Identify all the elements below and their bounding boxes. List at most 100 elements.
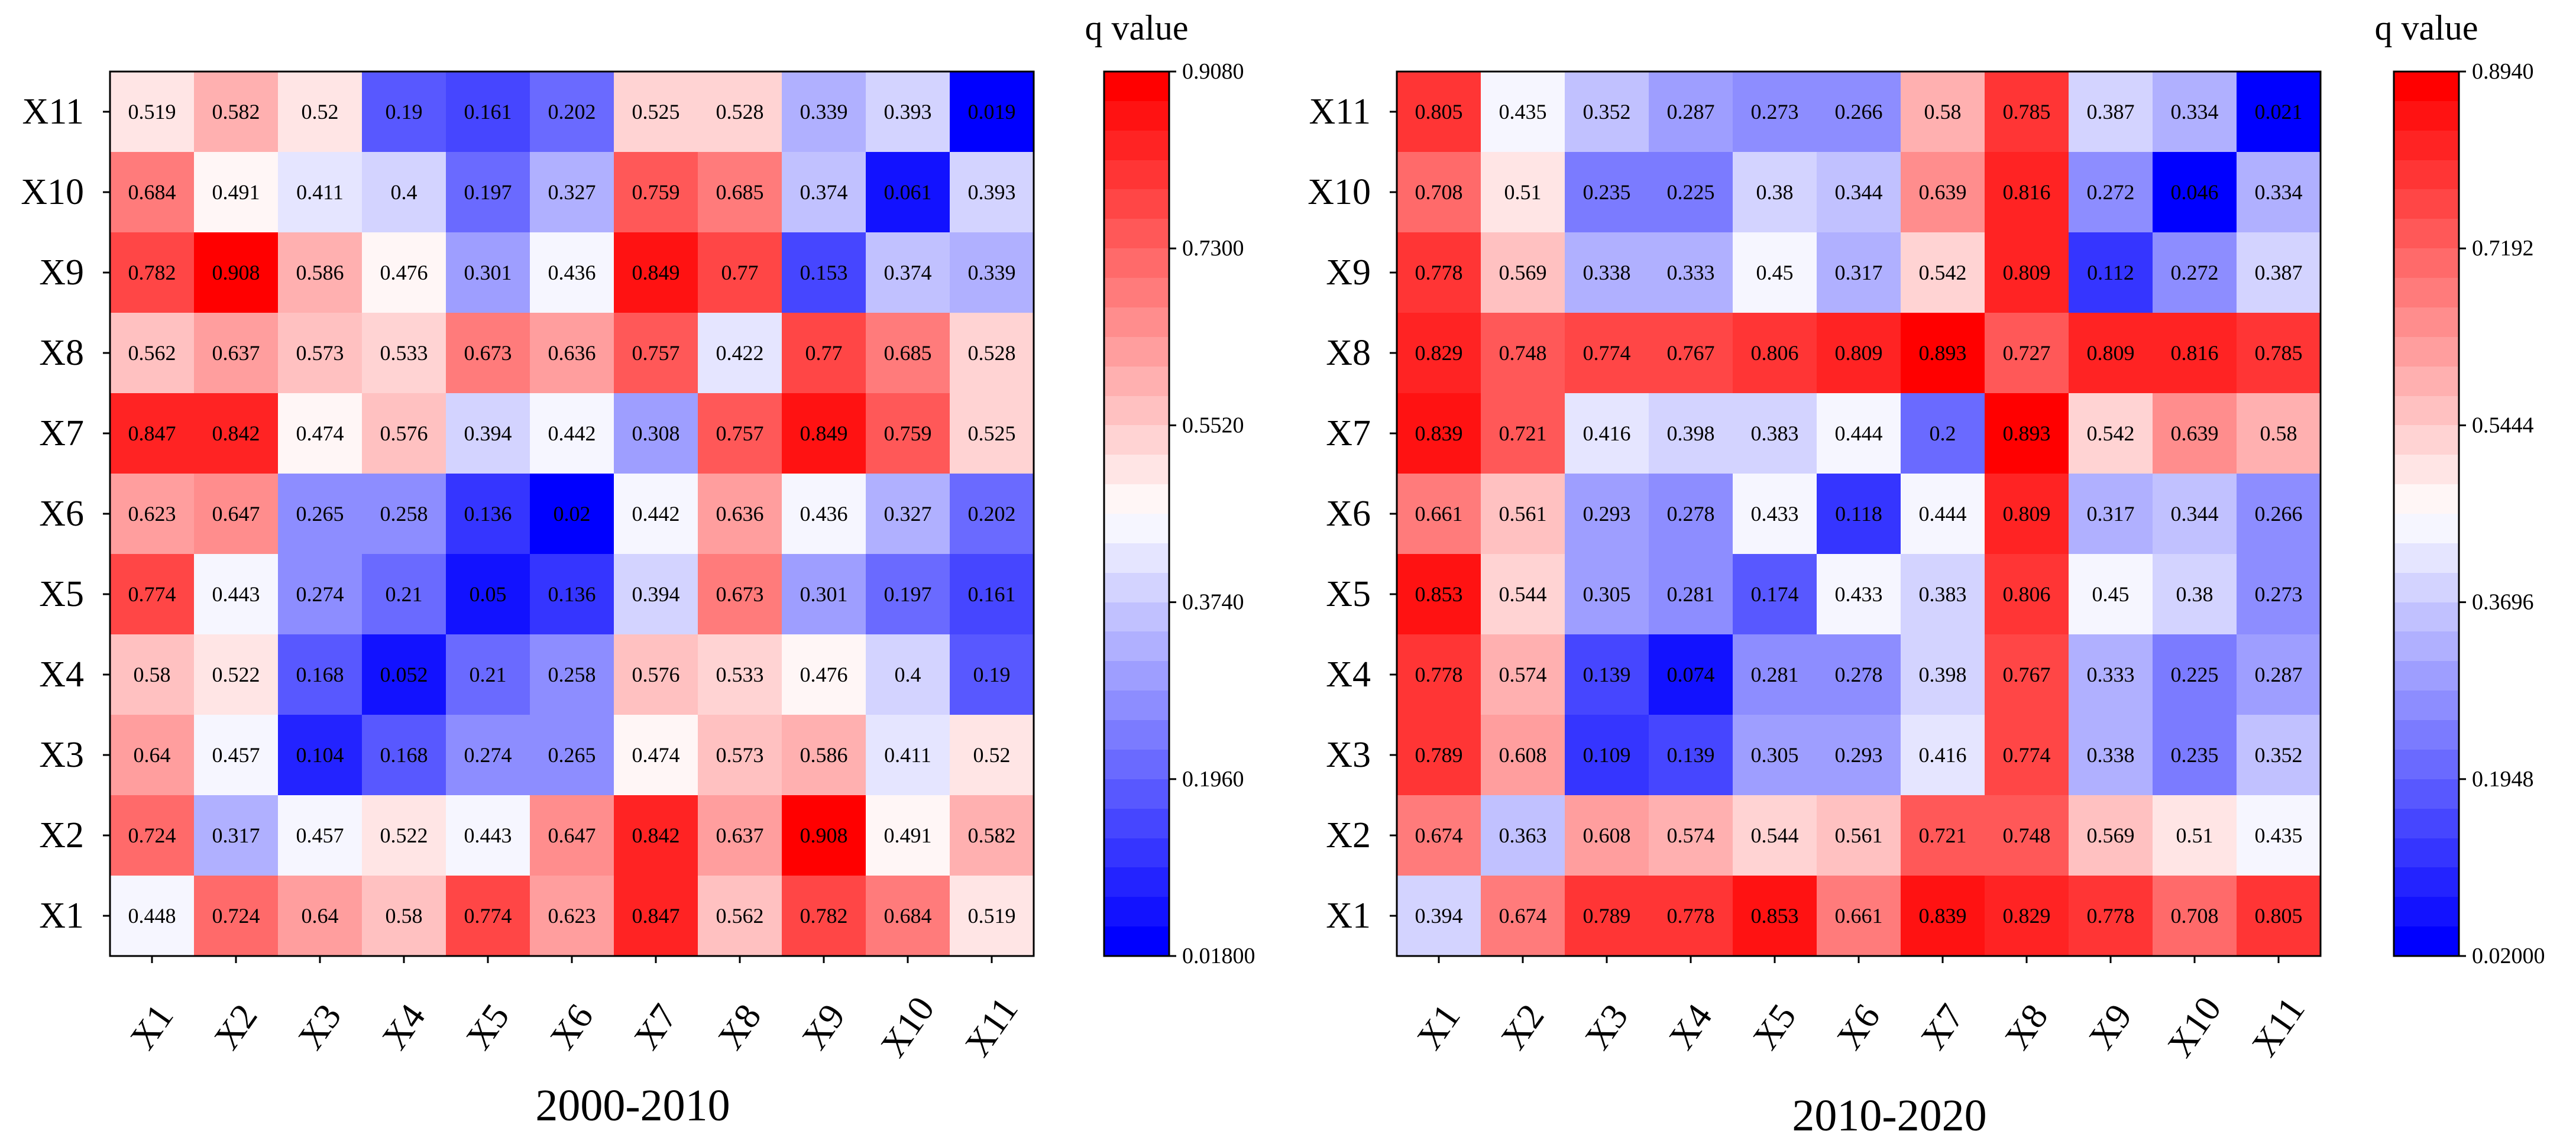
heatmap-cell-value: 0.789 xyxy=(1415,743,1463,767)
heatmap-cell xyxy=(278,715,362,795)
heatmap-cell-value: 0.061 xyxy=(884,180,932,204)
heatmap-cell-value: 0.908 xyxy=(800,824,848,847)
heatmap-cell-value: 0.847 xyxy=(128,422,176,445)
heatmap-cell-value: 0.293 xyxy=(1835,743,1883,767)
heatmap-cell xyxy=(1817,232,1901,313)
heatmap-cell xyxy=(110,393,194,474)
colorbar-band xyxy=(2394,219,2459,248)
colorbar-band xyxy=(1104,750,1169,779)
heatmap-cell-value: 0.139 xyxy=(1583,663,1631,686)
heatmap-cell-value: 0.278 xyxy=(1667,502,1715,526)
heatmap-cell-value: 0.576 xyxy=(380,422,428,445)
heatmap-cell xyxy=(446,715,530,795)
heatmap-cell xyxy=(1397,876,1481,956)
colorbar-tick-label: 0.02000 xyxy=(2472,944,2545,968)
heatmap-cell xyxy=(1985,795,2069,876)
x-axis: X1 X2 X3 X4 X5 X6 X7 X8 X9 X10 X11 xyxy=(1409,956,2313,1064)
heatmap-cell-value: 0.422 xyxy=(716,341,764,365)
x-axis-label: X9 xyxy=(794,997,853,1057)
heatmap-cell-value: 0.77 xyxy=(721,261,759,284)
heatmap-cell-value: 0.647 xyxy=(212,502,260,526)
heatmap-cell-value: 0.491 xyxy=(212,180,260,204)
heatmap-cell xyxy=(698,634,782,715)
heatmap-cell-value: 0.674 xyxy=(1415,824,1463,847)
heatmap-cell-value: 0.636 xyxy=(548,341,596,365)
heatmap-cell xyxy=(1985,474,2069,554)
heatmap-cell xyxy=(2069,232,2153,313)
heatmap-cell-value: 0.287 xyxy=(2255,663,2303,686)
heatmap-cell xyxy=(866,715,950,795)
y-axis-label: X11 xyxy=(1309,92,1371,132)
heatmap-cell xyxy=(278,232,362,313)
heatmap-cell-value: 0.849 xyxy=(800,422,848,445)
y-axis-label: X10 xyxy=(1308,172,1371,212)
heatmap-cell-value: 0.829 xyxy=(1415,341,1463,365)
heatmap-cell-value: 0.893 xyxy=(2003,422,2051,445)
heatmap-cell xyxy=(2069,795,2153,876)
colorbar-band xyxy=(1104,248,1169,278)
colorbar-band xyxy=(2394,307,2459,337)
heatmap-cell-value: 0.474 xyxy=(296,422,344,445)
heatmap-cell xyxy=(2069,393,2153,474)
heatmap-cell xyxy=(194,313,278,393)
heatmap-cell-value: 0.782 xyxy=(128,261,176,284)
heatmap-cell xyxy=(866,554,950,634)
colorbar-band xyxy=(1104,278,1169,307)
heatmap-cell xyxy=(614,795,698,876)
y-axis: X11 X10 X9 X8 X7 X6 X5 X4 X3 X2 X1 xyxy=(1308,92,1397,936)
heatmap-cell xyxy=(362,554,446,634)
heatmap-cell-value: 0.444 xyxy=(1919,502,1967,526)
heatmap-cell xyxy=(110,313,194,393)
heatmap-cell-value: 0.301 xyxy=(800,582,848,606)
heatmap-cell xyxy=(1649,72,1733,152)
heatmap-cell xyxy=(278,152,362,232)
heatmap-cell-value: 0.444 xyxy=(1835,422,1883,445)
colorbar-tick-label: 0.01800 xyxy=(1182,944,1255,968)
colorbar-band xyxy=(2394,396,2459,425)
heatmap-cell-value: 0.684 xyxy=(884,904,932,928)
heatmap-cell xyxy=(110,474,194,554)
panel-title: 2010-2020 xyxy=(1792,1091,1986,1140)
heatmap-cell-value: 0.774 xyxy=(2003,743,2051,767)
heatmap-cell xyxy=(530,634,614,715)
heatmap-cell xyxy=(614,232,698,313)
heatmap-cell xyxy=(530,393,614,474)
heatmap-cell xyxy=(782,876,866,956)
heatmap-cell xyxy=(1733,876,1817,956)
heatmap-cell xyxy=(2069,152,2153,232)
colorbar-band xyxy=(1104,101,1169,131)
colorbar-tick-label: 0.7300 xyxy=(1182,236,1244,261)
colorbar-band xyxy=(1104,838,1169,867)
heatmap-cell-value: 0.673 xyxy=(464,341,512,365)
heatmap-cell-value: 0.278 xyxy=(1835,663,1883,686)
heatmap-cell-value: 0.258 xyxy=(548,663,596,686)
heatmap-cell xyxy=(950,715,1034,795)
heatmap-cell-value: 0.136 xyxy=(548,582,596,606)
heatmap-cell-value: 0.647 xyxy=(548,824,596,847)
heatmap-cell-value: 0.525 xyxy=(632,100,680,124)
heatmap-cell xyxy=(1985,393,2069,474)
heatmap-cell-value: 0.293 xyxy=(1583,502,1631,526)
heatmap-cell-value: 0.273 xyxy=(2255,582,2303,606)
heatmap-cell xyxy=(782,474,866,554)
heatmap-cell xyxy=(110,152,194,232)
heatmap-cell xyxy=(866,152,950,232)
heatmap-cell-value: 0.139 xyxy=(1667,743,1715,767)
heatmap-cell-value: 0.805 xyxy=(2255,904,2303,928)
heatmap-cell xyxy=(1733,474,1817,554)
colorbar-band xyxy=(1104,602,1169,631)
heatmap-cell-value: 0.281 xyxy=(1751,663,1799,686)
heatmap-cell xyxy=(866,876,950,956)
heatmap-cell xyxy=(1649,313,1733,393)
heatmap-cell-value: 0.849 xyxy=(632,261,680,284)
heatmap-cell-value: 0.05 xyxy=(470,582,507,606)
heatmap-cell-value: 0.416 xyxy=(1583,422,1631,445)
colorbar-band xyxy=(2394,691,2459,720)
heatmap-cell xyxy=(1481,72,1565,152)
y-axis-label: X9 xyxy=(39,252,84,293)
heatmap-cell xyxy=(362,232,446,313)
heatmap-cell-value: 0.225 xyxy=(2171,663,2219,686)
colorbar-band xyxy=(2394,278,2459,307)
heatmap-cell xyxy=(1481,393,1565,474)
colorbar-band xyxy=(1104,396,1169,425)
